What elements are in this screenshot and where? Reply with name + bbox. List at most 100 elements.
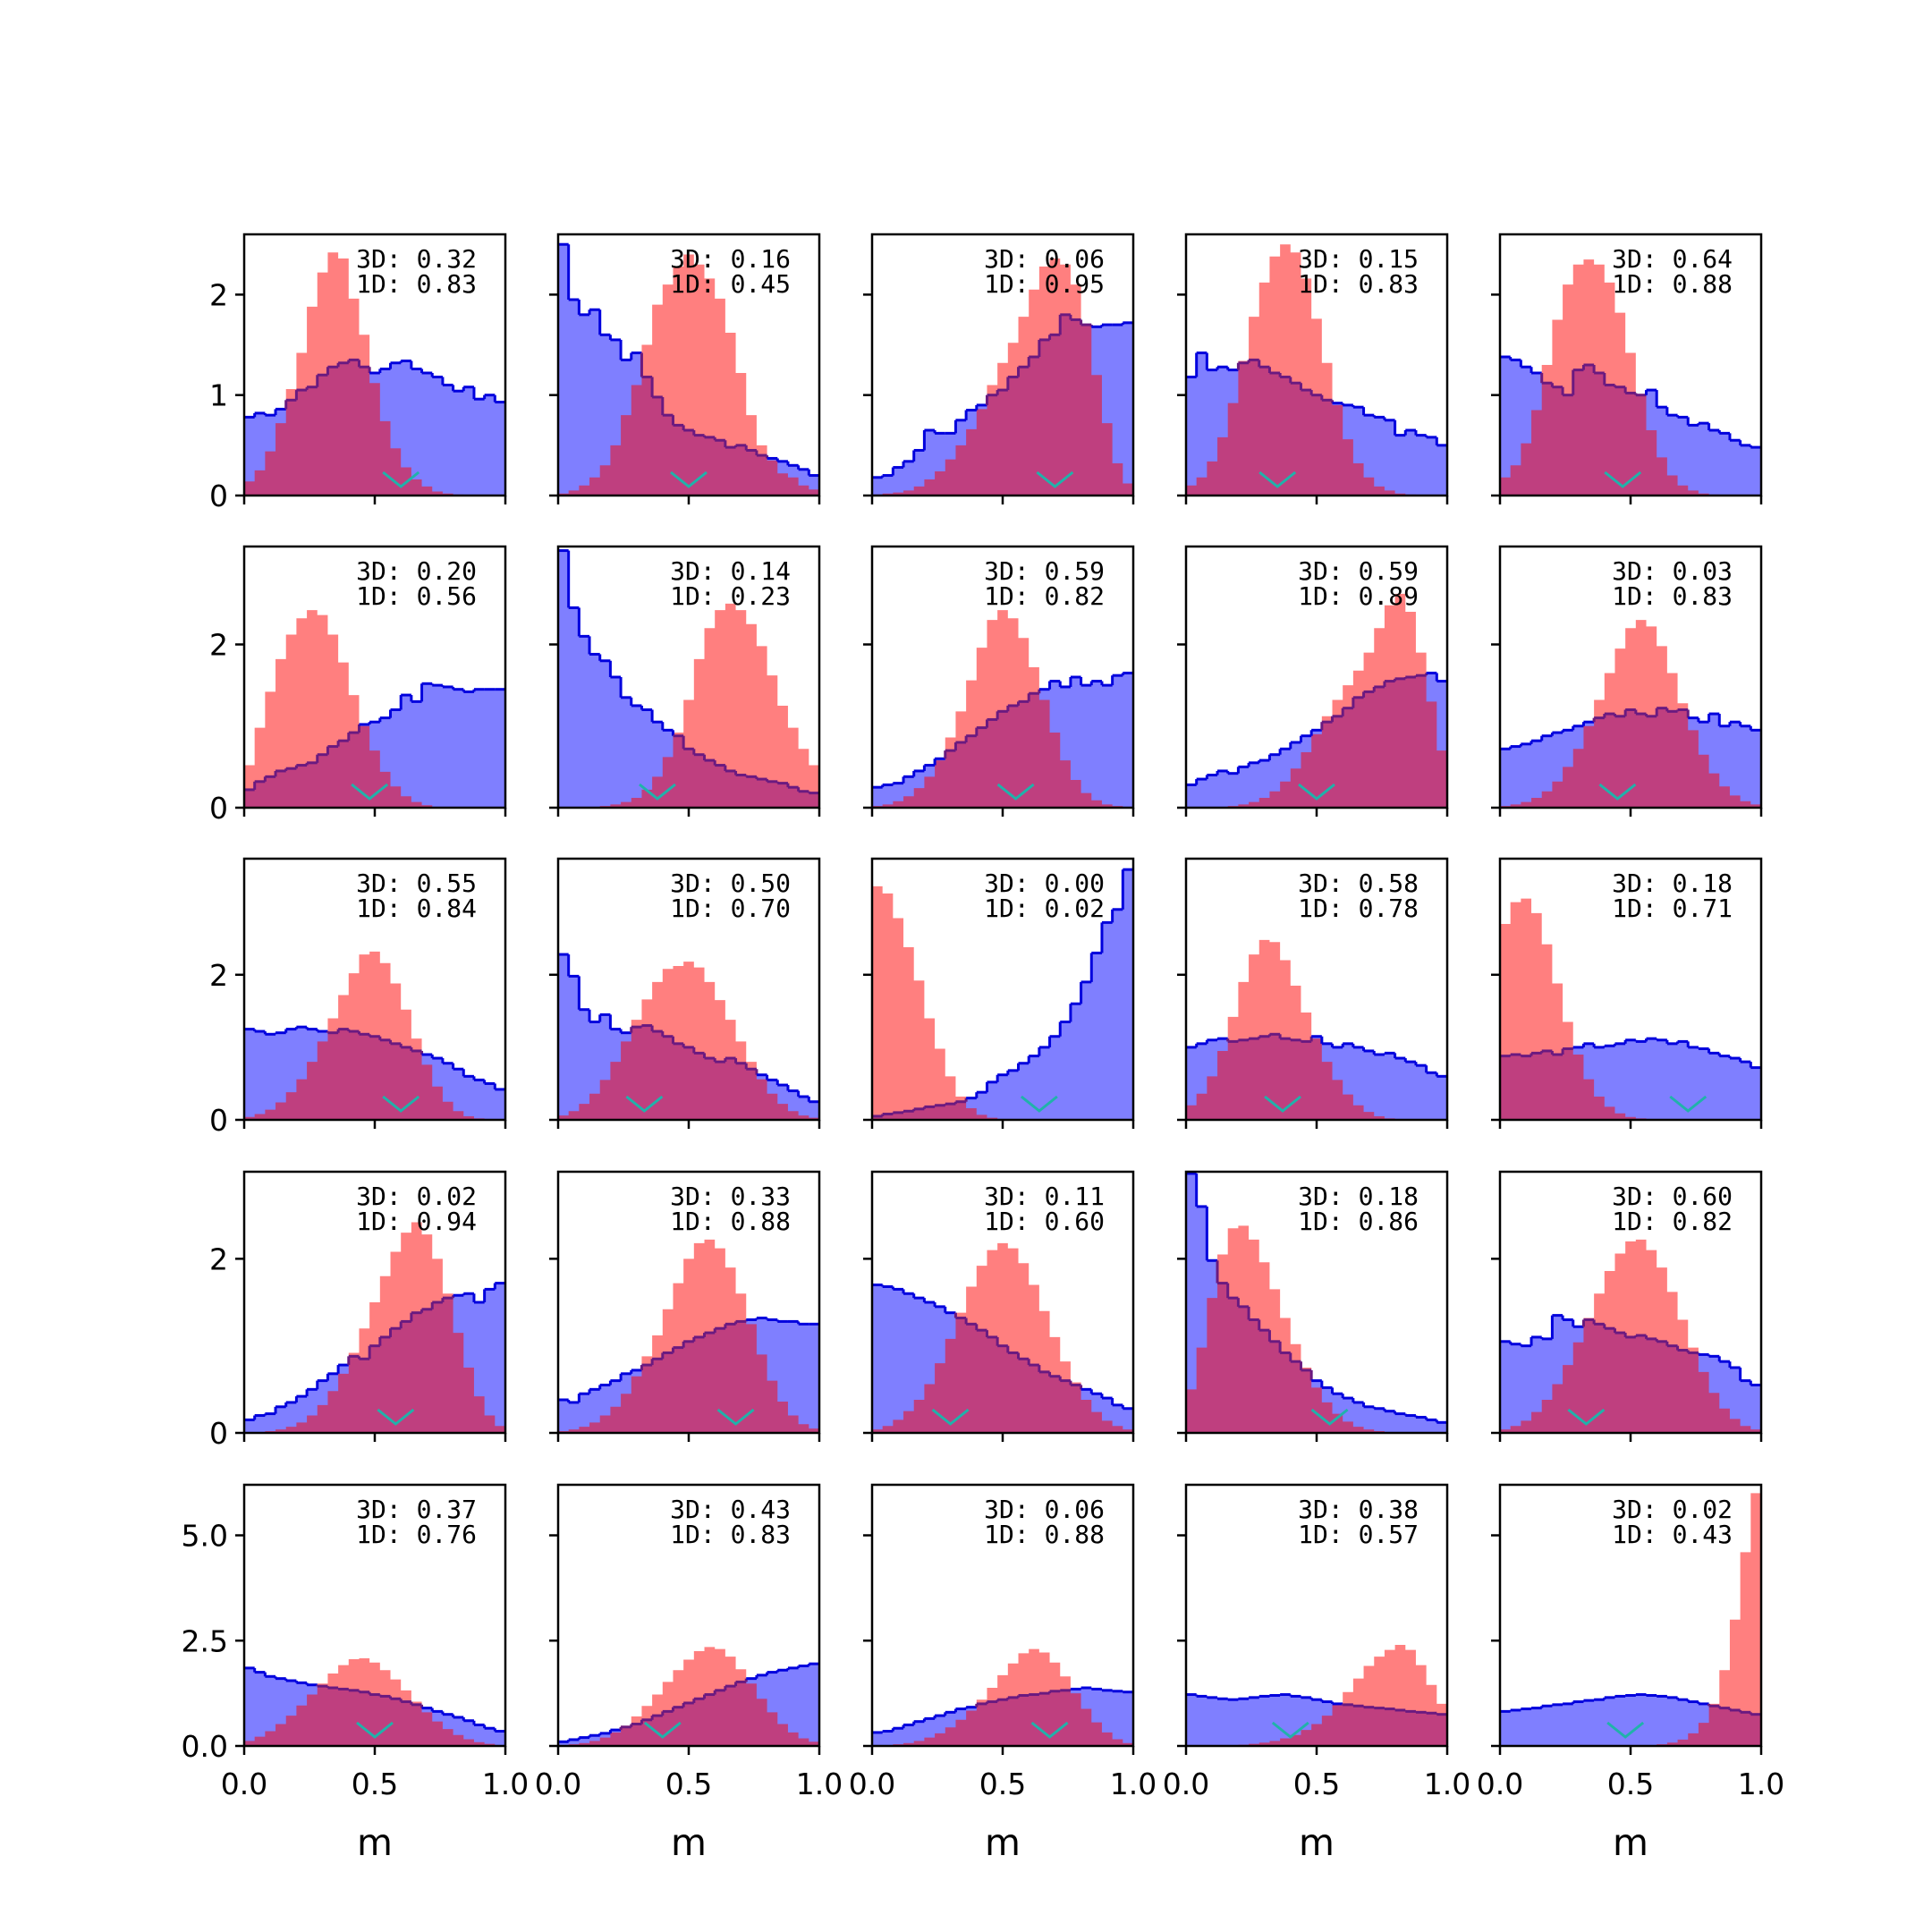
annotation-1d: 1D: 0.70 [670,894,791,923]
annotation-3d: 3D: 0.14 [670,556,791,586]
plot-area [872,1242,1133,1433]
red-histogram-fill [872,886,1133,1120]
red-histogram-fill [872,258,1133,496]
marker-v [1604,470,1642,488]
x-axis-label: m [671,1821,707,1864]
annotation-1d: 1D: 0.71 [1612,894,1733,923]
marker-v [1310,1408,1349,1426]
x-tick-label: 1.0 [1110,1767,1157,1801]
red-histogram-fill [1186,593,1447,808]
annotation-1d: 1D: 0.88 [1612,269,1733,299]
annotation-1d: 1D: 0.84 [356,894,477,923]
y-tick-label: 0 [209,791,228,826]
red-histogram-fill [558,962,819,1120]
annotation-3d: 3D: 0.60 [1612,1182,1733,1211]
annotation-1d: 1D: 0.89 [1298,581,1419,611]
plot-area [244,951,505,1120]
annotation-3d: 3D: 0.50 [670,869,791,898]
annotation-3d: 3D: 0.06 [984,244,1105,274]
annotation-3d: 3D: 0.64 [1612,244,1733,274]
plot-area [1500,620,1761,808]
red-histogram-fill [1186,1225,1447,1433]
red-histogram-fill [244,252,505,496]
plot-area [1186,1644,1447,1746]
marker-v [382,470,420,488]
marker-v [1030,1721,1069,1739]
annotation-1d: 1D: 0.94 [356,1207,477,1236]
x-tick-label: 0.5 [1607,1767,1654,1801]
x-tick-label: 0.0 [535,1767,581,1801]
x-tick-label: 0.5 [1293,1767,1340,1801]
x-tick-label: 0.0 [1477,1767,1523,1801]
annotation-3d: 3D: 0.06 [984,1495,1105,1524]
annotation-1d: 1D: 0.83 [670,1520,791,1549]
annotation-3d: 3D: 0.55 [356,869,477,898]
annotation-1d: 1D: 0.83 [1612,581,1733,611]
annotation-3d: 3D: 0.58 [1298,869,1419,898]
blue-histogram-fill [872,869,1133,1120]
y-tick-label: 1 [209,378,228,413]
annotation-1d: 1D: 0.45 [670,269,791,299]
marker-v [1271,1721,1309,1739]
x-tick-label: 1.0 [1738,1767,1784,1801]
annotation-1d: 1D: 0.88 [670,1207,791,1236]
x-tick-label: 0.0 [221,1767,267,1801]
red-histogram-fill [872,610,1133,808]
annotation-3d: 3D: 0.11 [984,1182,1105,1211]
annotation-1d: 1D: 0.60 [984,1207,1105,1236]
annotation-1d: 1D: 0.02 [984,894,1105,923]
annotation-1d: 1D: 0.56 [356,581,477,611]
x-tick-label: 0.0 [849,1767,895,1801]
annotation-3d: 3D: 0.18 [1612,869,1733,898]
marker-v [931,1408,970,1426]
y-tick-label: 0.0 [182,1729,228,1764]
red-histogram-fill [1500,259,1761,496]
plot-area [244,1222,505,1433]
marker-v [1606,1721,1645,1739]
plot-area [558,242,819,496]
annotation-1d: 1D: 0.82 [1612,1207,1733,1236]
marker-v [639,783,676,801]
annotation-3d: 3D: 0.15 [1298,244,1419,274]
annotation-1d: 1D: 0.82 [984,581,1105,611]
annotation-3d: 3D: 0.59 [984,556,1105,586]
red-histogram-fill [244,1658,505,1746]
plot-area [244,610,505,808]
red-histogram-fill [244,1222,505,1433]
y-tick-label: 2 [209,628,228,663]
annotation-3d: 3D: 0.32 [356,244,477,274]
plot-area [244,1658,505,1746]
blue-histogram-fill [1500,1694,1761,1746]
red-histogram-fill [872,1242,1133,1433]
annotation-3d: 3D: 0.16 [670,244,791,274]
annotation-3d: 3D: 0.02 [1612,1495,1733,1524]
red-histogram-fill [558,1647,819,1746]
annotation-3d: 3D: 0.59 [1298,556,1419,586]
marker-v [670,470,708,488]
red-histogram-fill [1500,898,1761,1120]
red-histogram-fill [872,1648,1133,1746]
annotation-3d: 3D: 0.00 [984,869,1105,898]
annotation-3d: 3D: 0.37 [356,1495,477,1524]
x-tick-label: 0.5 [665,1767,712,1801]
marker-v [351,783,389,801]
plot-area [1186,593,1447,808]
annotation-3d: 3D: 0.18 [1298,1182,1419,1211]
annotation-1d: 1D: 0.57 [1298,1520,1419,1549]
annotation-3d: 3D: 0.02 [356,1182,477,1211]
y-tick-label: 0 [209,1416,228,1451]
annotation-1d: 1D: 0.78 [1298,894,1419,923]
x-tick-label: 1.0 [482,1767,529,1801]
annotation-3d: 3D: 0.38 [1298,1495,1419,1524]
